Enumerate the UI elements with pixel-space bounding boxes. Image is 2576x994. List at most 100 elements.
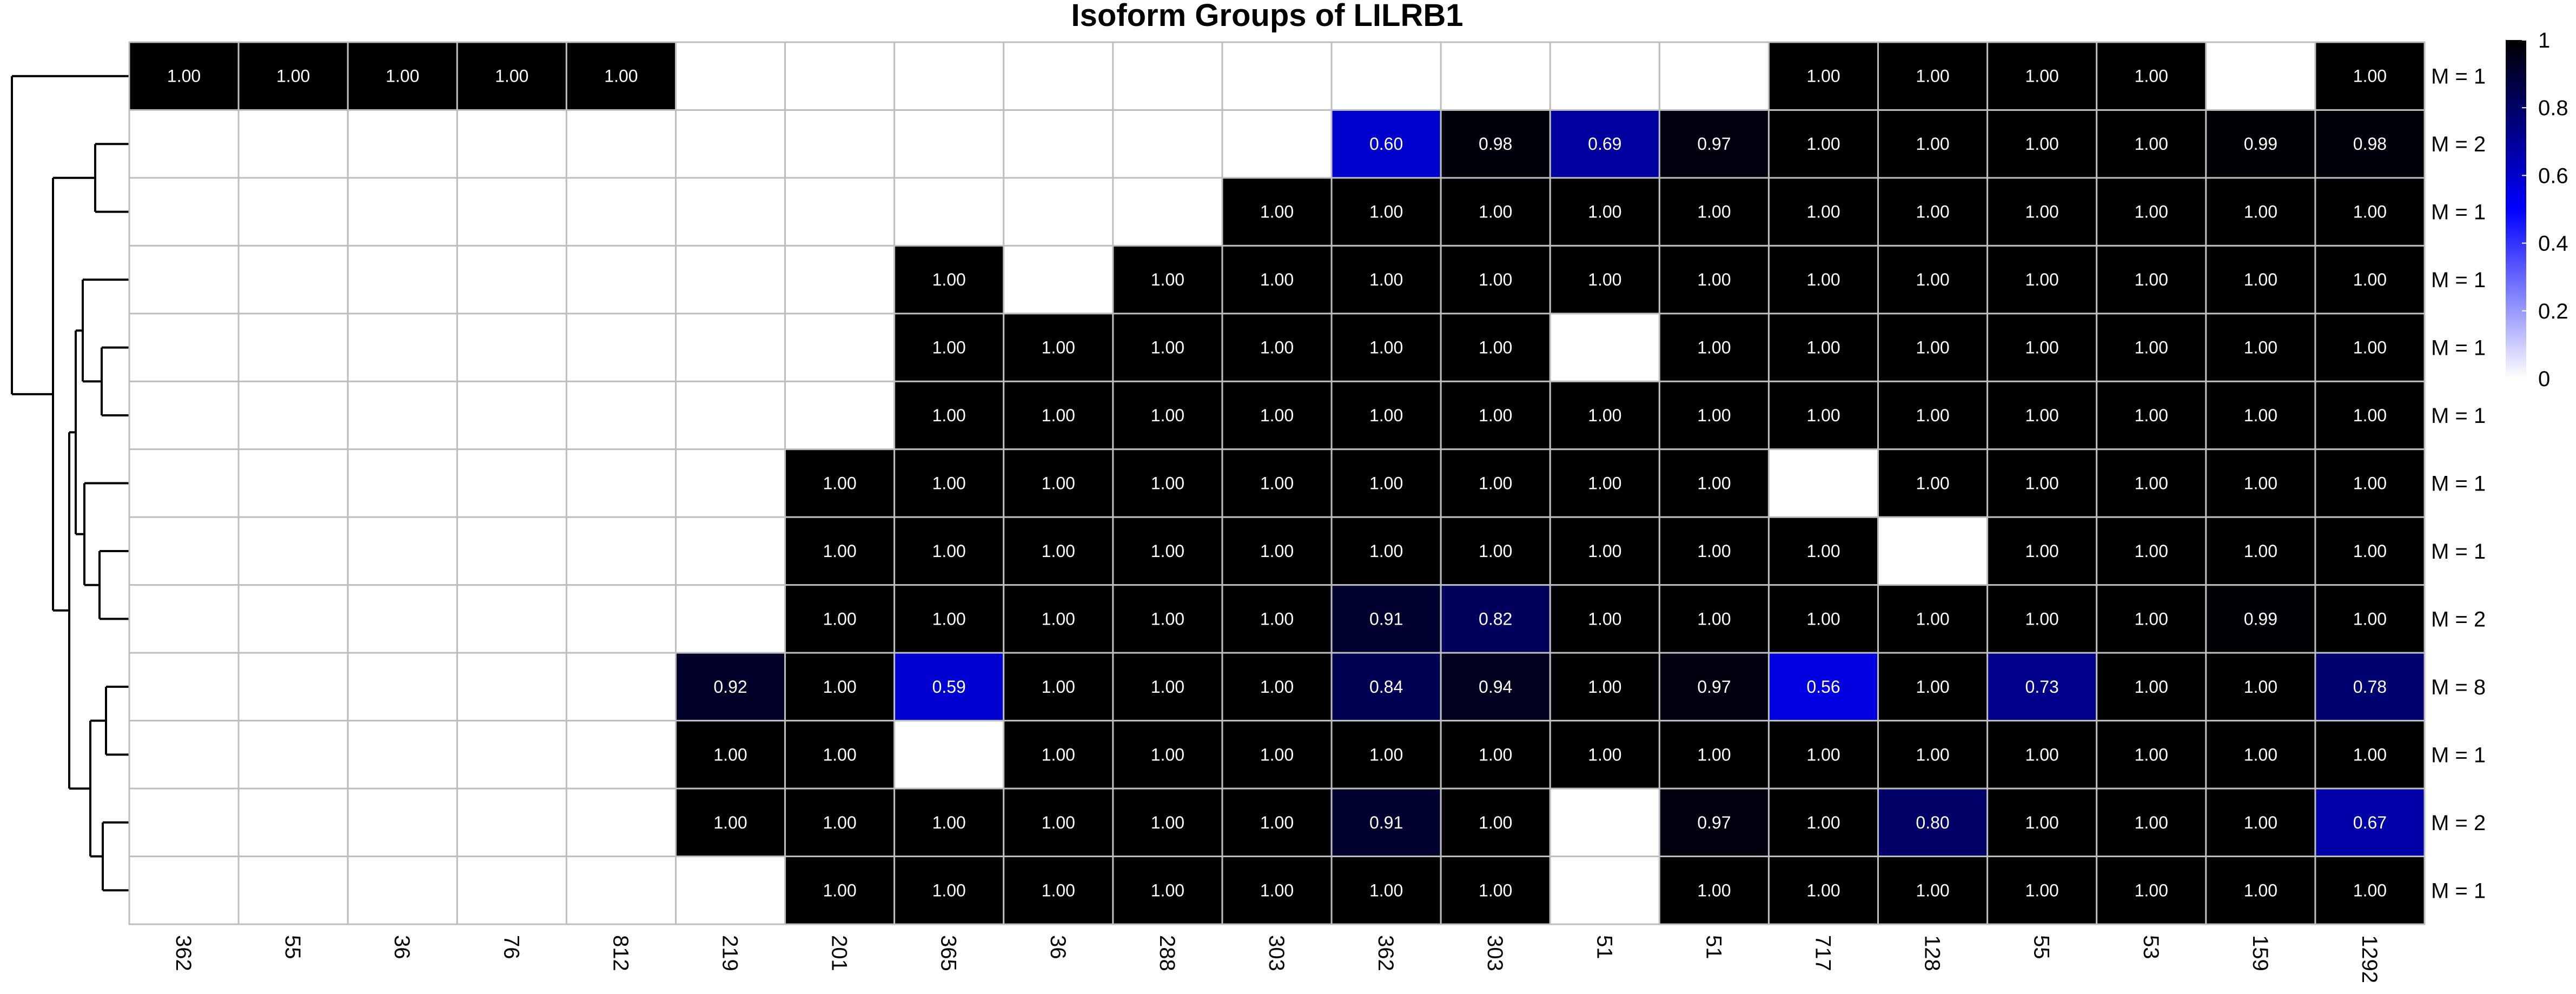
cell-value-label: 1.00 [2244, 338, 2277, 357]
heatmap-cell [1003, 109, 1114, 179]
heatmap-cell [1440, 177, 1551, 247]
cell-value-label: 1.00 [2135, 745, 2168, 764]
heatmap-cell [893, 652, 1005, 722]
heatmap-cell [674, 448, 786, 518]
heatmap-cell [237, 584, 349, 654]
heatmap-cell [237, 652, 349, 722]
cell-value-label: 1.00 [2135, 813, 2168, 832]
cell-value-label: 1.00 [1588, 609, 1621, 628]
cell-value-label: 1.00 [1588, 474, 1621, 493]
cell-value-label: 1.00 [1479, 202, 1512, 222]
heatmap-cell [2314, 584, 2426, 654]
heatmap-cell [237, 448, 349, 518]
cell-value-label: 0.82 [1479, 609, 1512, 628]
heatmap-cell [237, 244, 349, 315]
heatmap-cell [2205, 244, 2316, 315]
cell-value-label: 1.00 [932, 474, 966, 493]
heatmap-cell [1003, 41, 1114, 111]
heatmap-cell [1767, 448, 1879, 518]
cell-value-label: 1.00 [1806, 202, 1840, 222]
heatmap-cell [1986, 380, 2098, 450]
column-label: 51 [1592, 935, 1616, 959]
cell-value-label: 1.00 [1260, 609, 1294, 628]
cell-value-label: 1.00 [2244, 202, 2277, 222]
cell-value-label: 1.00 [2244, 270, 2277, 289]
heatmap-cell [2096, 720, 2207, 790]
heatmap-cell [1986, 856, 2098, 925]
cell-value-label: 1.00 [276, 67, 310, 86]
heatmap-cell [674, 109, 786, 179]
cell-value-label: 0.73 [2025, 677, 2059, 697]
heatmap-cell [1986, 720, 2098, 790]
heatmap-cell [128, 584, 240, 654]
cell-value-label: 1.00 [1479, 541, 1512, 561]
heatmap-cell [2096, 109, 2207, 179]
cell-value-label: 1.00 [1260, 406, 1294, 425]
cell-value-label: 1.00 [1260, 745, 1294, 764]
cell-value-label: 1.00 [2353, 67, 2387, 86]
heatmap-cell [1112, 584, 1223, 654]
heatmap-cell [784, 720, 896, 790]
heatmap-cell [128, 652, 240, 722]
cell-value-label: 1.00 [2353, 745, 2387, 764]
heatmap-cell [2096, 448, 2207, 518]
heatmap-cell [1877, 720, 1989, 790]
column-label: 36 [390, 935, 414, 959]
heatmap-cell [347, 516, 458, 586]
cell-value-label: 0.97 [1697, 134, 1731, 154]
cell-value-label: 1.00 [823, 609, 856, 628]
cell-value-label: 1.00 [1697, 541, 1731, 561]
cell-value-label: 1.00 [2135, 202, 2168, 222]
cell-value-label: 1.00 [2244, 677, 2277, 697]
heatmap-cell [1221, 720, 1333, 790]
heatmap-cell [1767, 720, 1879, 790]
cell-value-label: 1.00 [2025, 541, 2059, 561]
heatmap-cell [1440, 380, 1551, 450]
heatmap-cell [456, 313, 567, 382]
cell-value-label: 0.97 [1697, 677, 1731, 697]
cell-value-label: 1.00 [1260, 541, 1294, 561]
legend-tick-label: 0.4 [2538, 232, 2568, 256]
heatmap-cell [1112, 177, 1223, 247]
cell-value-label: 1.00 [2025, 406, 2059, 425]
heatmap-cell [1440, 856, 1551, 925]
cell-value-label: 1.00 [1806, 134, 1840, 154]
heatmap-cell [1549, 380, 1660, 450]
cell-value-label: 1.00 [2135, 474, 2168, 493]
heatmap-cell [674, 313, 786, 382]
heatmap-cell [1986, 41, 2098, 111]
cell-value-label: 1.00 [2025, 134, 2059, 154]
cell-value-label: 1.00 [1588, 406, 1621, 425]
column-label: 128 [1921, 935, 1944, 971]
heatmap-cell [237, 516, 349, 586]
heatmap-cell [1877, 448, 1989, 518]
heatmap-cell [1767, 787, 1879, 858]
heatmap-cell [1440, 313, 1551, 382]
heatmap-cell [893, 720, 1005, 790]
heatmap-cell [674, 380, 786, 450]
heatmap-cell [128, 177, 240, 247]
cell-value-label: 1.00 [2244, 406, 2277, 425]
cell-value-label: 1.00 [167, 67, 201, 86]
cell-value-label: 0.80 [1916, 813, 1949, 832]
heatmap-cell [1003, 584, 1114, 654]
heatmap-cell [347, 448, 458, 518]
heatmap-cell [1440, 652, 1551, 722]
cell-value-label: 1.00 [2025, 813, 2059, 832]
heatmap-cell [237, 109, 349, 179]
cell-value-label: 0.60 [1369, 134, 1403, 154]
heatmap-cell [893, 177, 1005, 247]
cell-value-label: 1.00 [1806, 609, 1840, 628]
heatmap-cell [565, 652, 677, 722]
heatmap-cell [674, 244, 786, 315]
heatmap-cell [1221, 41, 1333, 111]
heatmap-cell [2314, 720, 2426, 790]
heatmap-cell [1658, 380, 1770, 450]
cell-value-label: 1.00 [2025, 67, 2059, 86]
heatmap-cell [347, 584, 458, 654]
cell-value-label: 0.94 [1479, 677, 1512, 697]
cell-value-label: 1.00 [1588, 677, 1621, 697]
row-label: M = 1 [2431, 404, 2486, 428]
heatmap-cell [1330, 41, 1442, 111]
